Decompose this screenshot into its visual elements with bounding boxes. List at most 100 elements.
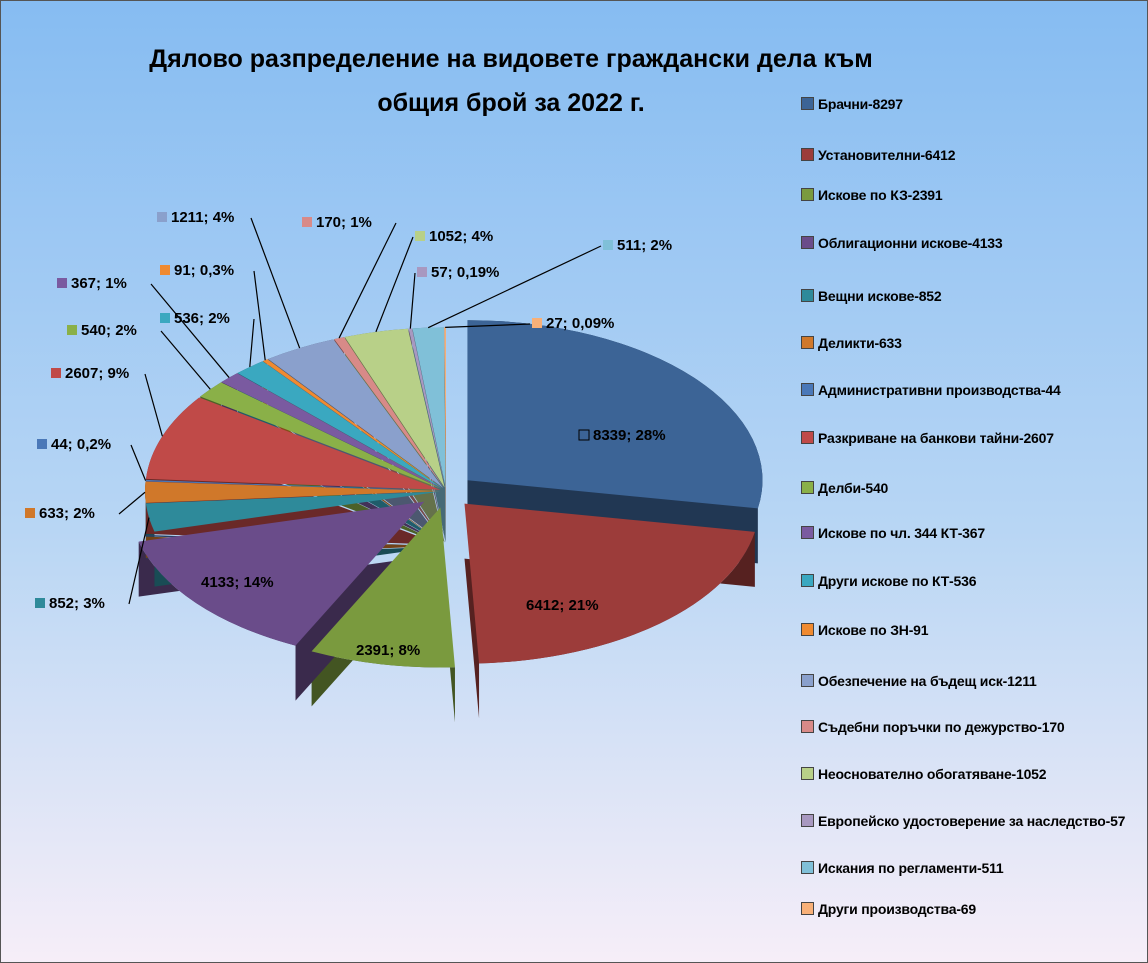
- data-label: 367; 1%: [71, 275, 127, 292]
- data-label: 852; 3%: [49, 595, 105, 612]
- data-label: 511; 2%: [617, 237, 672, 254]
- legend-key: [801, 148, 814, 161]
- legend-key: [801, 97, 814, 110]
- data-label: 4133; 14%: [201, 574, 274, 591]
- slice: [138, 501, 425, 646]
- slice: [467, 320, 763, 509]
- data-label: 1052; 4%: [429, 228, 493, 245]
- legend-label: Деликти-633: [818, 335, 902, 351]
- leader-line: [249, 318, 255, 367]
- legend-label: Съдебни поръчки по дежурство-170: [818, 719, 1065, 735]
- legend-item: Вещни искове-852: [801, 287, 1146, 306]
- data-label: 170; 1%: [316, 214, 372, 231]
- legend-item: Европейско удостоверение за наследство-5…: [801, 812, 1146, 831]
- legend-label: Облигационни искове-4133: [818, 235, 1003, 251]
- slice: [412, 327, 446, 488]
- slice: [200, 382, 442, 489]
- data-label: 536; 2%: [174, 310, 230, 327]
- legend-item: Съдебни поръчки по дежурство-170: [801, 718, 1146, 737]
- legend-label: Административни производства-44: [818, 382, 1061, 398]
- leader-line: [250, 217, 301, 349]
- data-label: 2391; 8%: [356, 642, 420, 659]
- slice: [145, 479, 441, 491]
- leader-line: [118, 491, 146, 515]
- legend-label: Искания по регламенти-511: [818, 860, 1004, 876]
- slice: [262, 359, 443, 489]
- slice-tops: [138, 320, 763, 668]
- legend-label: Искове по КЗ-2391: [818, 187, 943, 203]
- label-key: [302, 217, 312, 227]
- slice: [268, 339, 444, 488]
- label-key: [512, 600, 522, 610]
- legend-label: Други производства-69: [818, 901, 976, 917]
- label-key: [187, 577, 197, 587]
- slice: [344, 328, 445, 488]
- legend-item: Искове по КЗ-2391: [801, 186, 1146, 205]
- legend-label: Вещни искове-852: [818, 288, 942, 304]
- label-key: [51, 368, 61, 378]
- data-label: 8339; 28%: [593, 427, 666, 444]
- slice: [146, 397, 441, 490]
- legend-label: Обезпечение на бъдещ иск-1211: [818, 673, 1037, 689]
- legend-key: [801, 481, 814, 494]
- legend-item: Брачни-8297: [801, 95, 1146, 114]
- data-label: 44; 0,2%: [51, 436, 111, 453]
- label-key: [417, 267, 427, 277]
- slice: [334, 337, 444, 488]
- label-key: [57, 278, 67, 288]
- slice: [221, 373, 442, 489]
- label-key: [157, 212, 167, 222]
- legend-item: Искания по регламенти-511: [801, 859, 1146, 878]
- legend-label: Установителни-6412: [818, 147, 956, 163]
- label-key: [37, 439, 47, 449]
- label-key: [603, 240, 613, 250]
- legend-key: [801, 767, 814, 780]
- legend-item: Облигационни искове-4133: [801, 234, 1146, 253]
- legend-key: [801, 674, 814, 687]
- legend-key: [801, 814, 814, 827]
- slice: [464, 503, 755, 664]
- leader-line: [130, 444, 147, 481]
- legend-key: [801, 431, 814, 444]
- data-label: 540; 2%: [81, 322, 137, 339]
- leader-line: [375, 236, 414, 333]
- leader-line: [128, 517, 150, 605]
- legend-label: Искове по ЗН-91: [818, 622, 929, 638]
- data-label: 2607; 9%: [65, 365, 129, 382]
- label-key: [67, 325, 77, 335]
- legend-item: Административни производства-44: [801, 381, 1146, 400]
- legend-item: Обезпечение на бъдещ иск-1211: [801, 672, 1146, 691]
- label-key: [342, 645, 352, 655]
- label-key: [35, 598, 45, 608]
- leader-line: [150, 283, 230, 378]
- label-key: [415, 231, 425, 241]
- legend-key: [801, 526, 814, 539]
- legend-item: Други производства-69: [801, 900, 1146, 919]
- data-label: 6412; 21%: [526, 597, 599, 614]
- legend-key: [801, 623, 814, 636]
- label-key: [578, 429, 590, 441]
- legend-item: Разкриване на банкови тайни-2607: [801, 429, 1146, 448]
- label-key: [25, 508, 35, 518]
- slice: [408, 328, 446, 488]
- legend-key: [801, 289, 814, 302]
- data-label: 27; 0,09%: [546, 315, 614, 332]
- legend-item: Искове по чл. 344 КТ-367: [801, 524, 1146, 543]
- data-label: 91; 0,3%: [174, 262, 234, 279]
- legend-item: Искове по ЗН-91: [801, 621, 1146, 640]
- legend-item: Делби-540: [801, 479, 1146, 498]
- leader-line: [144, 373, 163, 437]
- legend-key: [801, 336, 814, 349]
- leader-line: [409, 272, 416, 329]
- legend-label: Брачни-8297: [818, 96, 903, 112]
- label-key: [160, 313, 170, 323]
- data-label: 57; 0,19%: [431, 264, 499, 281]
- legend-item: Деликти-633: [801, 334, 1146, 353]
- slice: [444, 327, 446, 488]
- legend-key: [801, 902, 814, 915]
- legend-key: [801, 720, 814, 733]
- slice: [311, 507, 455, 668]
- legend-label: Други искове по КТ-536: [818, 573, 977, 589]
